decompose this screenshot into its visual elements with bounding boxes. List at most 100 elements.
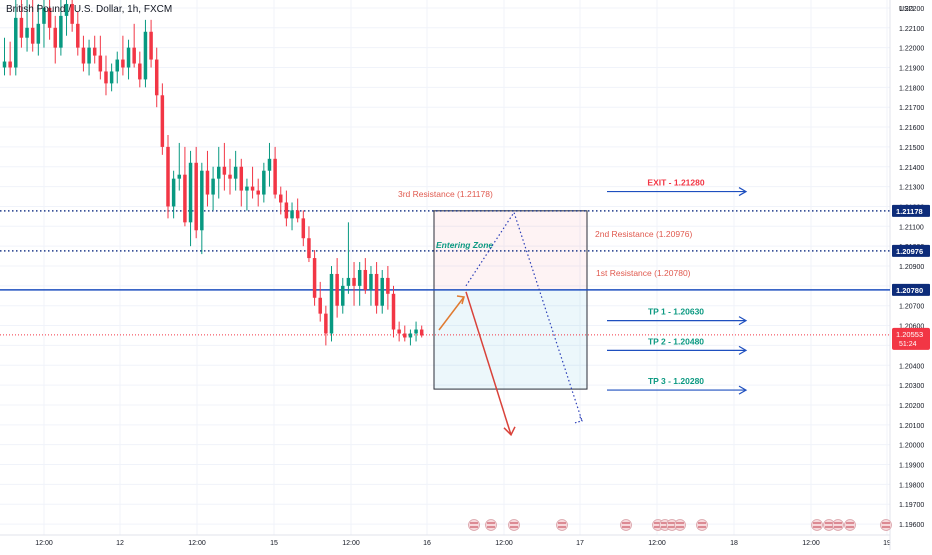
x-tick-label: 12 — [116, 540, 124, 547]
resistance-label: 2nd Resistance (1.20976) — [595, 229, 693, 239]
level-badge — [892, 204, 930, 217]
level-badge — [892, 283, 930, 296]
candle-body — [250, 186, 255, 191]
current-price-label: 1.20553 — [896, 330, 923, 339]
bearish-arrow — [465, 291, 512, 436]
candle-body — [115, 59, 120, 72]
candle-body — [391, 293, 396, 330]
candle-body — [64, 3, 69, 16]
candle-body — [19, 17, 24, 38]
candle-body — [352, 277, 356, 286]
projected-path — [465, 211, 583, 422]
x-tick-label: 12:00 — [802, 540, 820, 547]
y-tick-label: 1.20100 — [899, 423, 924, 430]
candle-body — [312, 258, 317, 298]
candle-body — [363, 269, 368, 290]
candle-body — [301, 218, 306, 239]
candle-body — [329, 273, 334, 334]
level-badge-label: 1.20976 — [896, 247, 923, 256]
candle-body — [307, 238, 311, 259]
x-tick-label: 12:00 — [648, 540, 666, 547]
candle-body — [143, 31, 148, 80]
event-flag-icon — [508, 519, 520, 531]
event-flag-icon — [811, 519, 823, 531]
target-arrow-head — [738, 385, 748, 395]
target-arrow-head — [738, 316, 748, 326]
candle-body — [104, 71, 108, 84]
candle-body — [369, 273, 373, 290]
candle-body — [149, 31, 153, 60]
resistance-label: 3rd Resistance (1.21178) — [398, 189, 493, 199]
bearish-arrow-head — [503, 426, 516, 437]
event-flag-icon — [880, 519, 892, 531]
target-label: TP 2 - 1.20480 — [648, 336, 704, 346]
candle-body — [8, 61, 12, 68]
candle-body — [419, 329, 424, 336]
level-badge-label: 1.21178 — [896, 207, 923, 216]
candle-body — [132, 47, 136, 64]
x-tick-label: 12:00 — [35, 540, 53, 547]
candle-body — [324, 313, 328, 334]
candle-body — [335, 273, 339, 306]
candle-body — [222, 166, 227, 175]
candle-body — [318, 297, 322, 314]
candle-body — [87, 47, 91, 64]
candle-body — [267, 158, 272, 171]
event-flag-icon — [620, 519, 632, 531]
candle-body — [205, 170, 210, 195]
candle-body — [408, 333, 413, 338]
currency-label: USD — [899, 6, 914, 13]
candle-body — [239, 166, 244, 191]
event-flag-icon — [832, 519, 844, 531]
candle-body — [53, 27, 57, 48]
candle-body — [81, 47, 86, 64]
position-box-border — [433, 210, 588, 390]
candle-body — [76, 23, 80, 48]
candle-body — [177, 174, 182, 179]
candle-body — [397, 329, 401, 334]
entering-zone-label: Entering Zone — [436, 240, 493, 250]
candle-body — [279, 194, 283, 203]
candle-body — [380, 277, 384, 306]
y-tick-label: 1.21100 — [899, 224, 924, 231]
target-zone — [434, 289, 587, 390]
candle-body — [30, 27, 35, 44]
resistance-label: 1st Resistance (1.20780) — [596, 268, 691, 278]
y-tick-label: 1.19700 — [899, 502, 924, 509]
candle-body — [183, 174, 187, 223]
y-tick-label: 1.21500 — [899, 145, 924, 152]
event-flag-icon — [696, 519, 708, 531]
x-tick-label: 12:00 — [188, 540, 206, 547]
event-flag-icon — [844, 519, 856, 531]
candle-body — [154, 59, 159, 96]
candle-body — [216, 166, 221, 179]
y-tick-label: 1.22200 — [899, 6, 924, 13]
candle-body — [121, 59, 125, 68]
y-tick-label: 1.21700 — [899, 105, 924, 112]
y-tick-label: 1.19800 — [899, 482, 924, 489]
candle-body — [295, 210, 300, 219]
candle-body — [403, 333, 407, 338]
candle-body — [211, 178, 215, 195]
candle-body — [374, 273, 379, 306]
y-tick-label: 1.22000 — [899, 46, 924, 53]
target-label: TP 3 - 1.20280 — [648, 376, 704, 386]
y-tick-label: 1.21400 — [899, 165, 924, 172]
candle-body — [47, 7, 52, 28]
event-flag-icon — [468, 519, 480, 531]
y-tick-label: 1.20600 — [899, 324, 924, 331]
candle-body — [92, 47, 97, 56]
event-flag-icon — [485, 519, 497, 531]
candle-body — [284, 202, 289, 219]
candle-body — [200, 170, 204, 231]
y-tick-label: 1.21600 — [899, 125, 924, 132]
y-tick-label: 1.19600 — [899, 522, 924, 529]
candle-body — [36, 23, 41, 44]
x-tick-label: 16 — [423, 540, 431, 547]
candle-body — [256, 190, 260, 195]
candle-body — [138, 63, 142, 80]
candle-body — [188, 162, 193, 223]
countdown-label: 51:24 — [899, 341, 917, 348]
